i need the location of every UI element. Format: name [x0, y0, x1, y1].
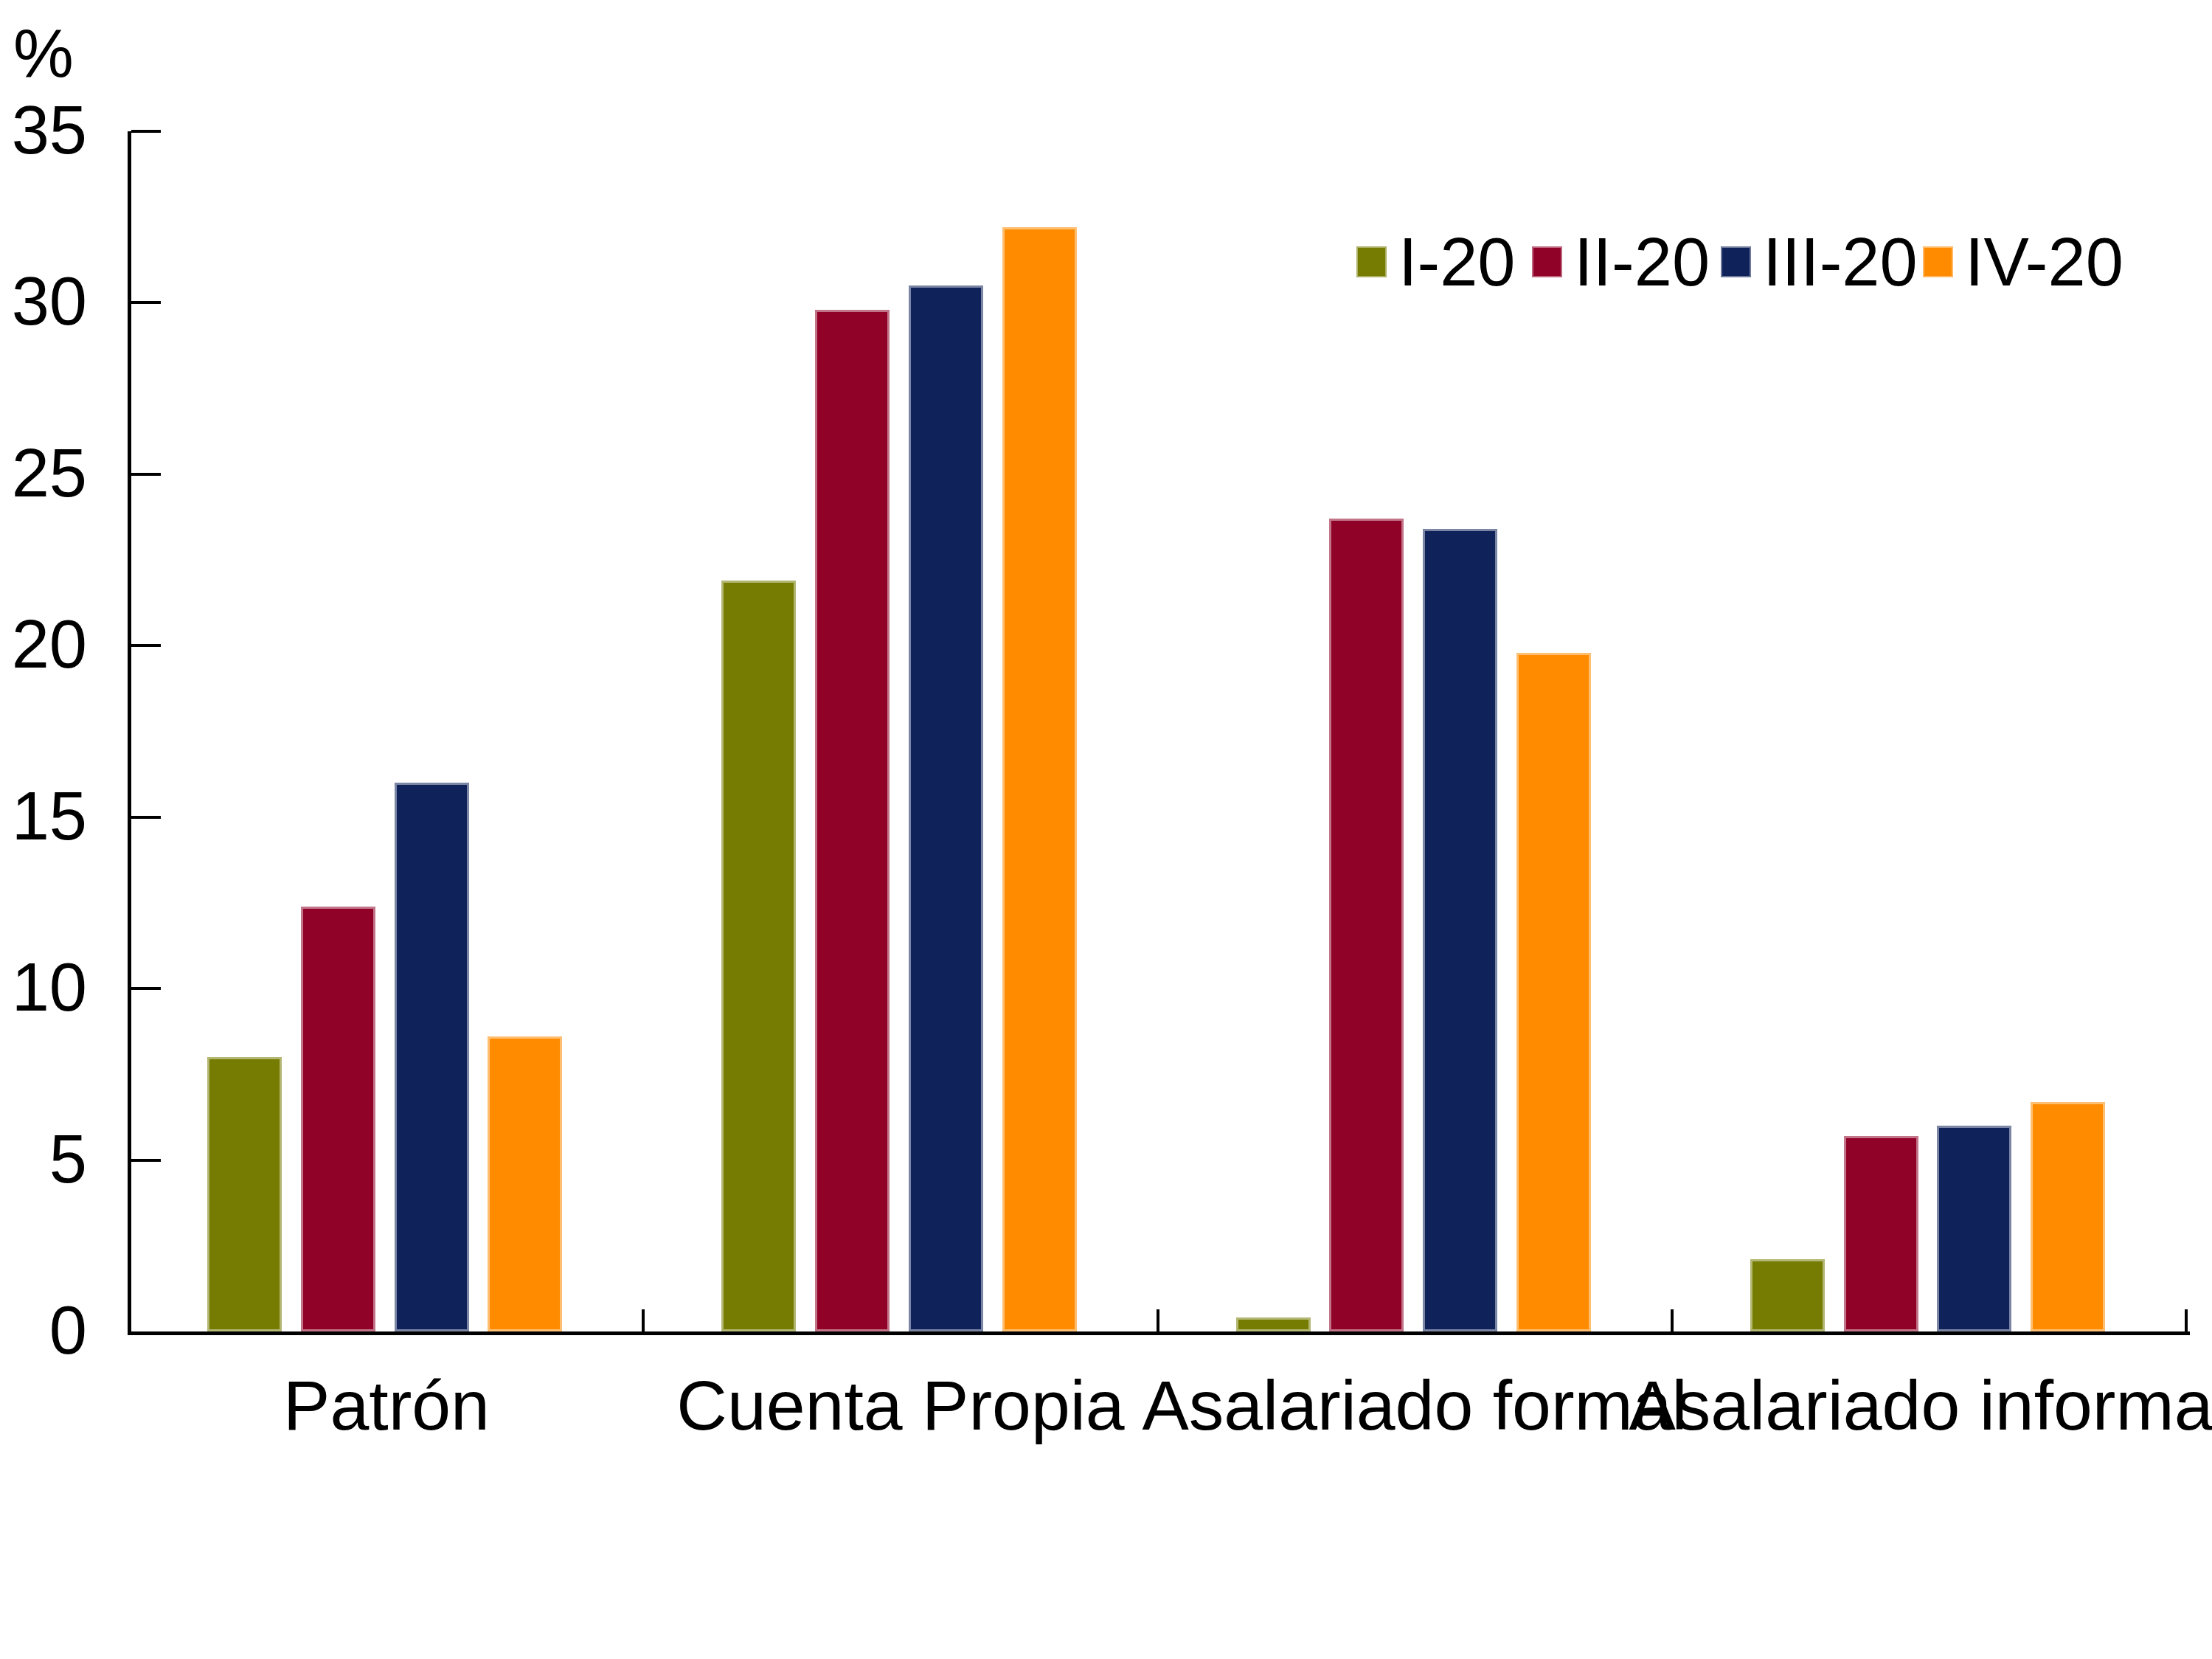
y-axis-line [128, 131, 131, 1335]
bar-patron-i-20 [207, 1057, 282, 1331]
legend-item-iii-20: III-20 [1721, 246, 1918, 278]
y-tick-mark [131, 1159, 161, 1162]
y-tick-label: 15 [0, 782, 87, 850]
legend-swatch-i-20 [1356, 246, 1387, 277]
legend-item-ii-20: II-20 [1532, 246, 1710, 278]
y-tick-mark [131, 816, 161, 819]
bar-cuenta-propia-ii-20 [815, 310, 890, 1331]
y-tick-mark [131, 473, 161, 476]
bar-asalariado-informal-iv-20 [2031, 1102, 2105, 1331]
y-tick-label: 0 [0, 1296, 87, 1364]
bar-chart: % 05101520253035PatrónCuenta PropiaAsala… [0, 0, 2212, 1659]
x-tick-mark [1157, 1309, 1159, 1331]
x-axis-line [128, 1331, 2190, 1335]
legend-label-i-20: I-20 [1398, 228, 1516, 296]
bar-asalariado-informal-i-20 [1750, 1259, 1825, 1331]
bar-patron-ii-20 [301, 907, 375, 1331]
x-tick-mark [2185, 1309, 2188, 1331]
bar-cuenta-propia-i-20 [721, 581, 796, 1331]
category-label-asalariado-informal: Asalariado informal [1619, 1371, 2212, 1441]
y-tick-label: 30 [0, 268, 87, 336]
x-tick-mark [642, 1309, 645, 1331]
y-tick-label: 10 [0, 953, 87, 1021]
y-tick-label: 35 [0, 96, 87, 164]
bar-asalariado-formal-iv-20 [1516, 653, 1591, 1331]
legend-swatch-iii-20 [1721, 246, 1751, 277]
legend-item-i-20: I-20 [1356, 246, 1516, 278]
x-tick-mark [1671, 1309, 1674, 1331]
y-tick-label: 25 [0, 439, 87, 507]
bar-asalariado-formal-i-20 [1236, 1317, 1311, 1331]
y-tick-mark [131, 987, 161, 990]
legend-label-ii-20: II-20 [1574, 228, 1710, 296]
legend-label-iii-20: III-20 [1763, 228, 1918, 296]
bar-patron-iii-20 [395, 783, 469, 1331]
bar-asalariado-formal-ii-20 [1329, 519, 1404, 1331]
bar-patron-iv-20 [488, 1036, 562, 1331]
bar-asalariado-informal-ii-20 [1844, 1136, 1918, 1331]
bar-asalariado-informal-iii-20 [1937, 1126, 2011, 1331]
y-axis-unit-label: % [13, 19, 74, 87]
y-tick-mark [131, 644, 161, 647]
legend-label-iv-20: IV-20 [1965, 228, 2123, 296]
legend-swatch-ii-20 [1532, 246, 1562, 277]
y-tick-mark [131, 301, 161, 304]
bar-cuenta-propia-iv-20 [1002, 227, 1077, 1331]
legend-item-iv-20: IV-20 [1923, 246, 2123, 278]
y-tick-mark [131, 130, 161, 133]
bar-asalariado-formal-iii-20 [1423, 529, 1497, 1331]
bar-cuenta-propia-iii-20 [909, 285, 983, 1331]
legend-swatch-iv-20 [1923, 246, 1953, 277]
y-tick-label: 5 [0, 1125, 87, 1193]
y-tick-label: 20 [0, 610, 87, 678]
